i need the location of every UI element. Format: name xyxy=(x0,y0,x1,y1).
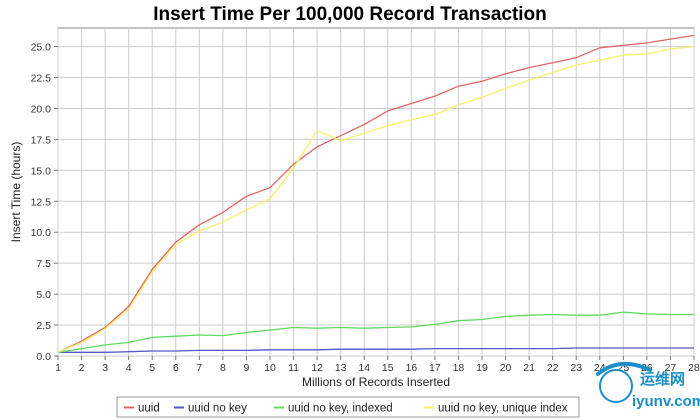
x-tick-label: 3 xyxy=(102,362,108,374)
x-tick-label: 20 xyxy=(500,362,512,374)
x-tick-label: 16 xyxy=(405,362,417,374)
x-tick-label: 17 xyxy=(429,362,441,374)
series-line-uuid-no-key xyxy=(58,347,694,353)
legend-label: uuid no key xyxy=(188,403,247,415)
series-line-uuid xyxy=(57,34,695,353)
x-tick-label: 19 xyxy=(476,362,488,374)
y-tick-label: 2.5 xyxy=(36,320,51,332)
x-tick-label: 14 xyxy=(358,362,370,374)
legend-box xyxy=(116,396,580,418)
x-tick-label: 21 xyxy=(523,362,535,374)
y-tick-label: 15.0 xyxy=(31,165,52,177)
grid xyxy=(57,28,695,357)
x-tick-label: 25 xyxy=(617,362,629,374)
watermark-swoosh-icon xyxy=(596,362,652,376)
y-tick-label: 20.0 xyxy=(31,103,52,115)
y-tick-label: 5.0 xyxy=(36,289,51,301)
chart-title: Insert Time Per 100,000 Record Transacti… xyxy=(153,4,547,25)
x-tick-label: 5 xyxy=(149,362,155,374)
x-axis-label: Millions of Records Inserted xyxy=(302,375,450,389)
y-tick-label: 0.0 xyxy=(36,351,51,363)
plot-area xyxy=(57,27,695,357)
y-tick-label: 12.5 xyxy=(31,196,52,208)
x-tick-label: 27 xyxy=(665,362,677,374)
y-tick-label: 25.0 xyxy=(31,42,52,54)
x-tick-label: 22 xyxy=(547,362,559,374)
x-tick-label: 8 xyxy=(220,362,226,374)
watermark-globe-icon xyxy=(599,369,633,403)
x-tick-label: 18 xyxy=(453,362,465,374)
x-tick-label: 4 xyxy=(126,362,132,374)
watermark-cn-text: 运维网 xyxy=(640,370,685,388)
x-tick-label: 28 xyxy=(688,362,700,374)
x-tick-label: 24 xyxy=(594,362,606,374)
x-tick-label: 13 xyxy=(335,362,347,374)
series-layer xyxy=(57,34,695,353)
x-tick-label: 7 xyxy=(196,362,202,374)
x-tick-label: 6 xyxy=(173,362,179,374)
legend-label: uuid xyxy=(138,403,160,415)
watermark-logo: 运维网 iyunv.com xyxy=(596,362,700,410)
x-tick-label: 10 xyxy=(264,362,276,374)
x-tick-label: 1 xyxy=(55,362,61,374)
watermark-text: iyunv.com xyxy=(632,393,700,410)
ticks: 0.0 2.5 5.0 7.5 10.0 12.5 15.0 17.5 20.0 22.5 25.0… xyxy=(31,42,700,374)
legend: uuid uuid no key uuid no key, indexed uuid … xyxy=(124,403,568,415)
y-tick-label: 10.0 xyxy=(31,227,52,239)
x-tick-label: 9 xyxy=(244,362,250,374)
y-tick-label: 7.5 xyxy=(36,258,51,270)
x-tick-label: 2 xyxy=(79,362,85,374)
x-tick-label: 12 xyxy=(311,362,323,374)
y-tick-label: 17.5 xyxy=(31,134,52,146)
series-line-uuid-no-key-unique-index xyxy=(57,45,695,353)
y-axis-label: Insert Time (hours) xyxy=(9,142,23,243)
x-tick-label: 23 xyxy=(570,362,582,374)
x-tick-label: 15 xyxy=(382,362,394,374)
x-tick-label: 11 xyxy=(288,362,299,374)
legend-label: uuid no key, unique index xyxy=(438,403,568,415)
y-tick-label: 22.5 xyxy=(31,73,52,85)
legend-label: uuid no key, indexed xyxy=(288,403,393,415)
series-line-uuid-no-key-indexed xyxy=(57,311,694,353)
